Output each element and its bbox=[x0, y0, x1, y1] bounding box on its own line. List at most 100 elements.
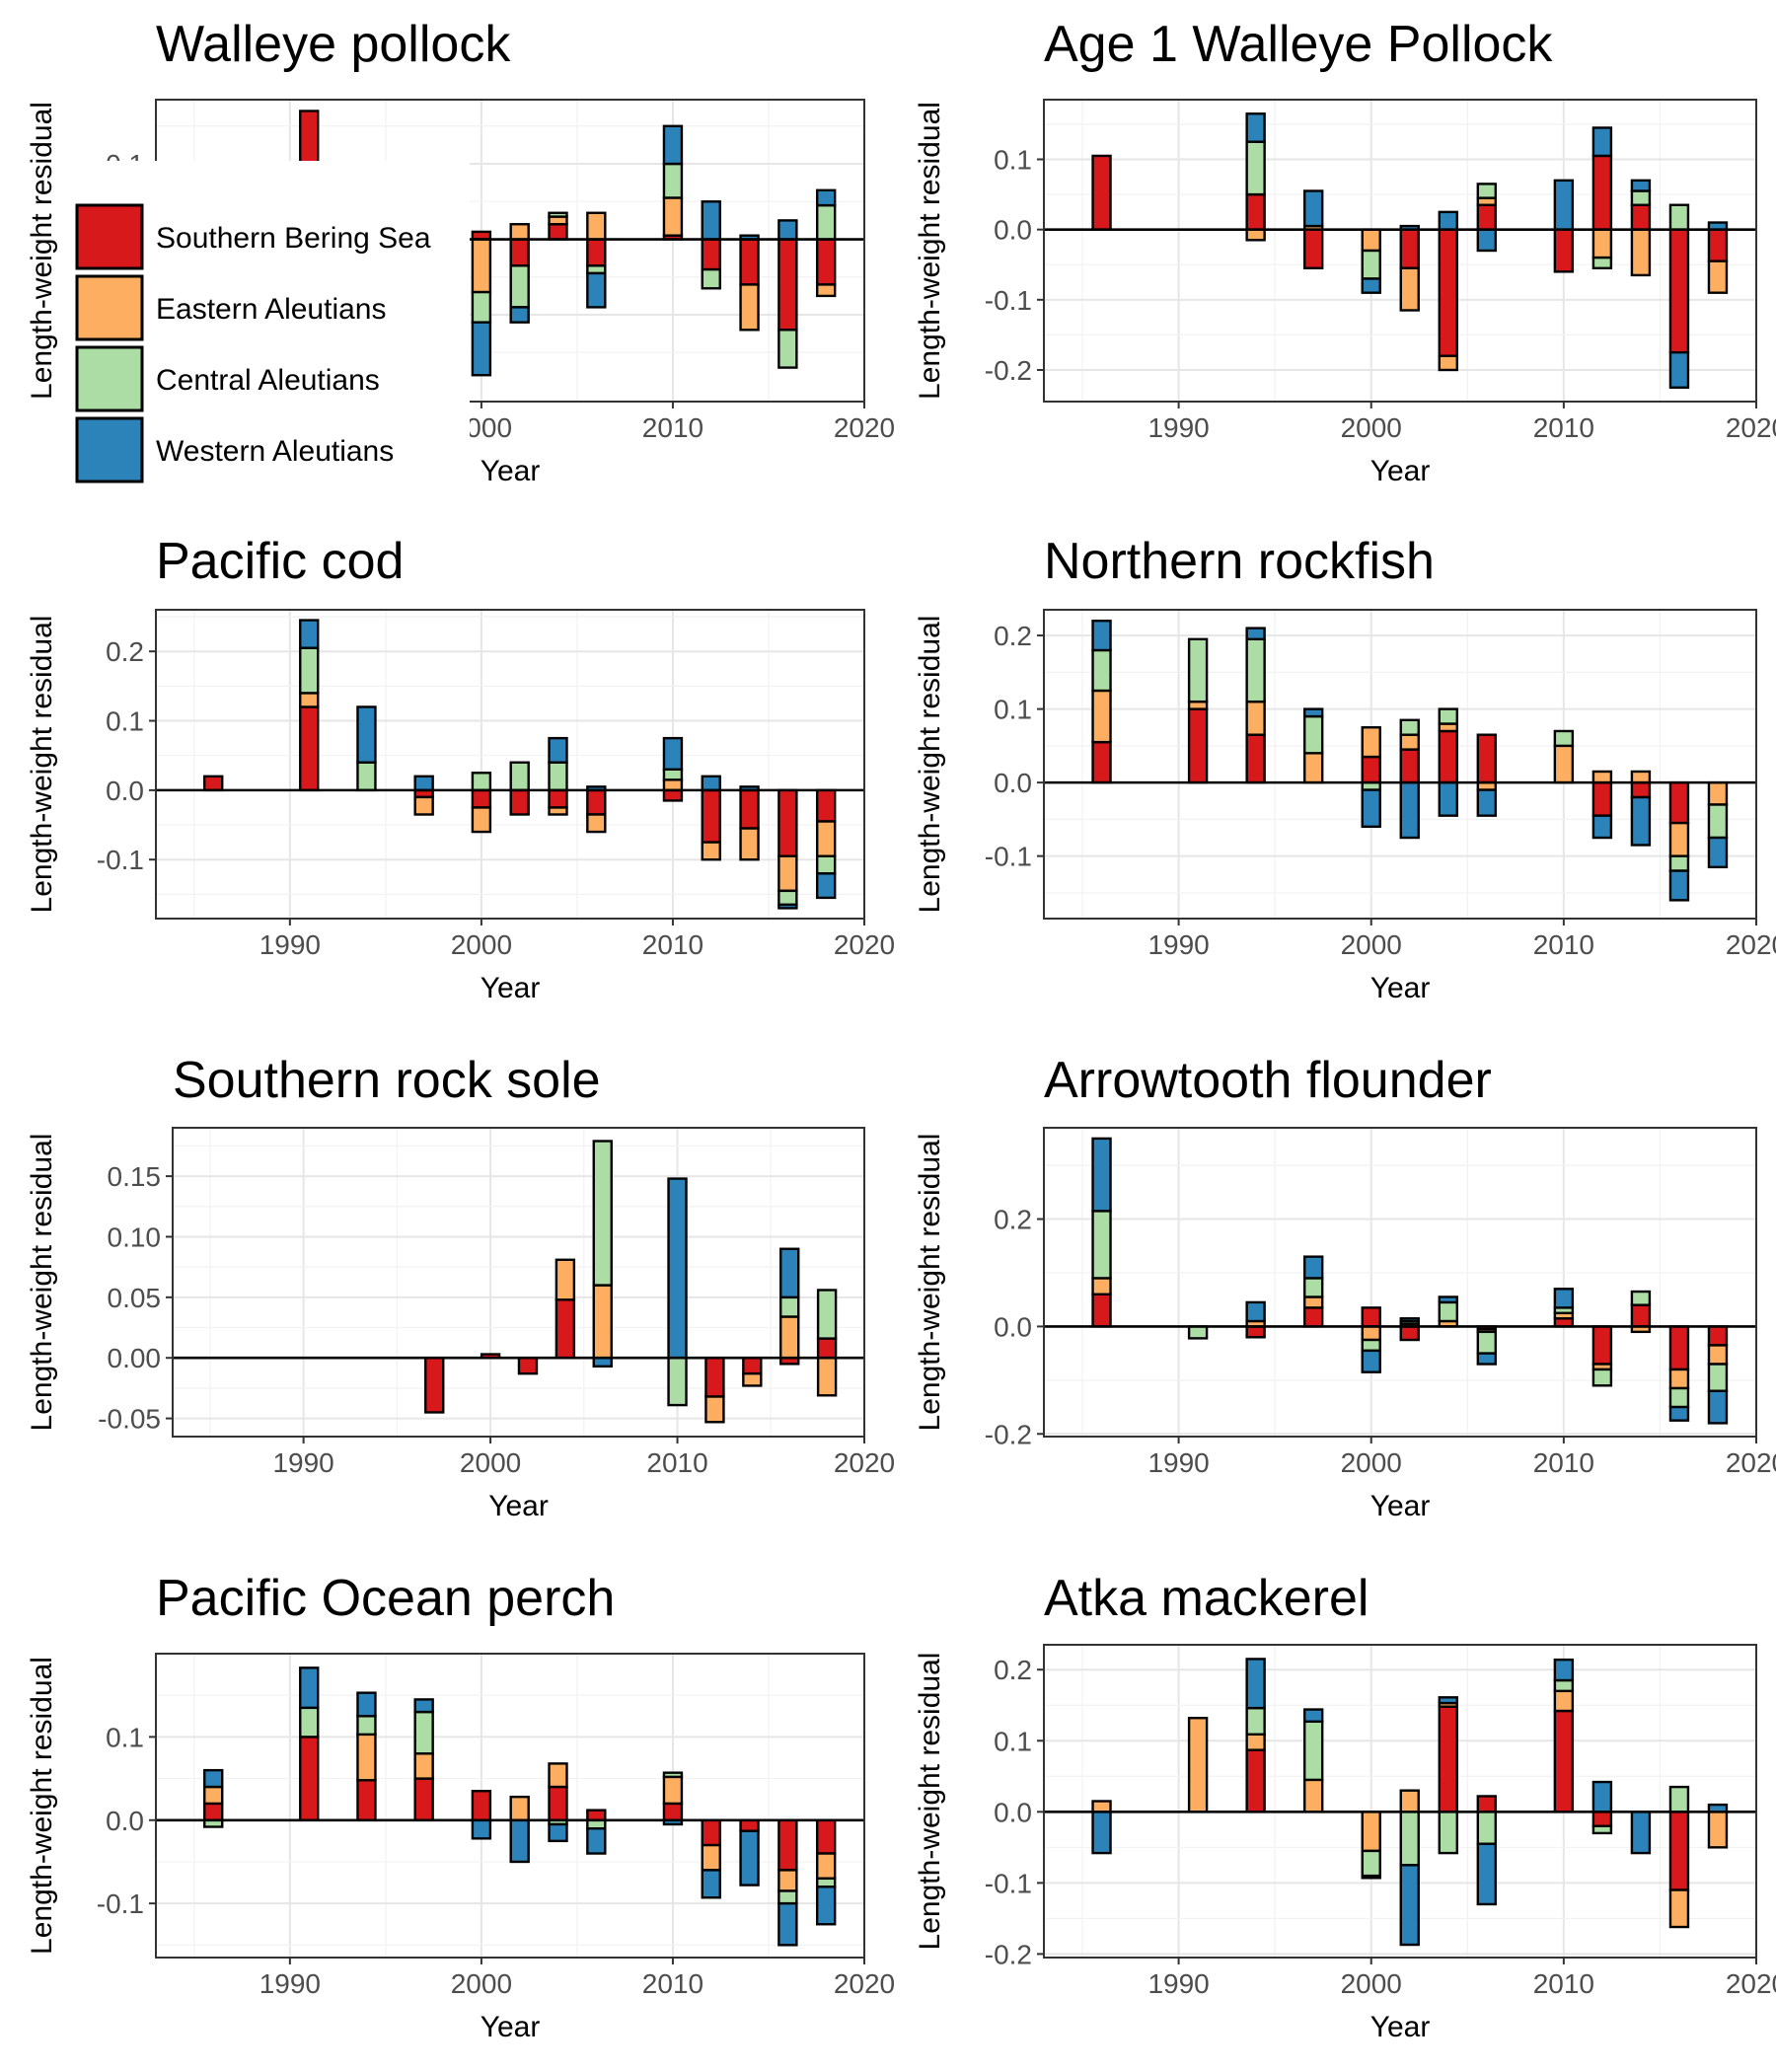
panel-border bbox=[155, 609, 865, 920]
bar-1994-southern-bering-sea bbox=[1245, 1325, 1266, 1339]
bar-1997-western-aleutians bbox=[1302, 707, 1324, 718]
bar-1991-western-aleutians bbox=[299, 1666, 320, 1710]
bar-2000-eastern-aleutians bbox=[1361, 1325, 1381, 1342]
bar-2006-eastern-aleutians bbox=[586, 211, 607, 241]
bar-1994-southern-bering-sea bbox=[1245, 1748, 1266, 1813]
bar-2004-eastern-aleutians bbox=[555, 1258, 576, 1301]
bar-2002-southern-bering-sea bbox=[1399, 228, 1420, 269]
bar-2012-western-aleutians bbox=[701, 775, 721, 792]
bar-1997-eastern-aleutians bbox=[1302, 752, 1324, 784]
bar-2012-southern-bering-sea bbox=[701, 1818, 721, 1847]
bar-2000-southern-bering-sea bbox=[1361, 1306, 1381, 1328]
y-tick-label: 0.2 bbox=[994, 1655, 1032, 1685]
bar-2002-western-aleutians bbox=[509, 1818, 530, 1864]
bar-2000-central-aleutians bbox=[1361, 1338, 1381, 1353]
bar-1986-eastern-aleutians bbox=[1091, 689, 1112, 744]
x-tick-label: 2020 bbox=[834, 929, 895, 960]
y-tick-label: -0.2 bbox=[985, 1939, 1032, 1969]
bar-2006-western-aleutians bbox=[586, 1827, 607, 1855]
x-tick-label: 2020 bbox=[834, 412, 895, 443]
panel-border bbox=[172, 1127, 865, 1438]
bar-2006-western-aleutians bbox=[586, 271, 607, 309]
bar-2014-eastern-aleutians bbox=[742, 1371, 763, 1387]
bar-2012-southern-bering-sea bbox=[701, 238, 721, 271]
x-tick-label: 2010 bbox=[642, 1968, 703, 1999]
bar-2006-southern-bering-sea bbox=[1476, 1795, 1498, 1813]
bar-2018-central-aleutians bbox=[815, 1877, 837, 1888]
bar-1994-eastern-aleutians bbox=[356, 1733, 377, 1782]
x-tick-label: 2020 bbox=[1726, 412, 1776, 443]
bar-1997-western-aleutians bbox=[1302, 1255, 1324, 1280]
bar-2012-central-aleutians bbox=[1591, 1368, 1613, 1387]
bar-2010-central-aleutians bbox=[662, 768, 684, 781]
y-tick-label: 0.05 bbox=[108, 1283, 162, 1313]
plot-background bbox=[173, 1128, 864, 1437]
bar-2010-western-aleutians bbox=[667, 1177, 688, 1360]
bar-2010-eastern-aleutians bbox=[1553, 1689, 1575, 1713]
y-tick-label: 0.2 bbox=[106, 636, 144, 667]
bar-2012-eastern-aleutians bbox=[1591, 228, 1613, 259]
bar-1986-southern-bering-sea bbox=[1091, 1293, 1112, 1328]
bar-1991-western-aleutians bbox=[299, 619, 320, 649]
y-axis-label: Length-weight residual bbox=[26, 616, 58, 914]
bar-2018-southern-bering-sea bbox=[1707, 228, 1729, 262]
bar-2000-western-aleutians bbox=[471, 321, 492, 377]
bar-1997-eastern-aleutians bbox=[413, 795, 434, 816]
bar-2012-eastern-aleutians bbox=[1591, 770, 1613, 784]
bar-1997-central-aleutians bbox=[1302, 714, 1324, 755]
bar-2018-eastern-aleutians bbox=[816, 1357, 838, 1397]
legend-key-eastern-aleutians bbox=[75, 274, 144, 341]
y-tick-label: -0.2 bbox=[985, 1419, 1032, 1449]
bar-2016-southern-bering-sea bbox=[777, 238, 798, 332]
bar-2002-southern-bering-sea bbox=[1399, 748, 1420, 784]
bar-2010-central-aleutians bbox=[662, 162, 684, 199]
bar-2016-eastern-aleutians bbox=[1668, 1888, 1690, 1929]
bar-1994-southern-bering-sea bbox=[356, 1779, 377, 1821]
bar-2004-central-aleutians bbox=[548, 761, 568, 792]
x-tick-label: 2000 bbox=[451, 1968, 512, 1999]
legend-key-central-aleutians bbox=[75, 345, 144, 412]
bar-2010-central-aleutians bbox=[1553, 729, 1575, 748]
bar-1986-eastern-aleutians bbox=[1091, 1277, 1112, 1295]
bar-2006-southern-bering-sea bbox=[586, 238, 607, 267]
bar-2000-western-aleutians bbox=[1361, 1874, 1381, 1880]
bar-2016-southern-bering-sea bbox=[777, 1818, 798, 1872]
bar-2018-central-aleutians bbox=[1707, 1363, 1729, 1392]
bar-2018-central-aleutians bbox=[816, 1289, 838, 1340]
bar-1991-southern-bering-sea bbox=[299, 1736, 320, 1821]
bar-2010-southern-bering-sea bbox=[662, 1802, 684, 1821]
bar-1991-southern-bering-sea bbox=[299, 705, 320, 792]
x-tick-label: 2020 bbox=[1726, 1447, 1776, 1478]
bar-2018-eastern-aleutians bbox=[1707, 780, 1729, 806]
x-tick-label: 2010 bbox=[642, 929, 703, 960]
bars bbox=[424, 1140, 838, 1424]
bar-2016-eastern-aleutians bbox=[1668, 821, 1690, 857]
bar-2002-southern-bering-sea bbox=[1399, 1325, 1420, 1342]
bar-2004-central-aleutians bbox=[1438, 1300, 1458, 1323]
x-tick-label: 2000 bbox=[1341, 929, 1402, 960]
legend-label-western-aleutians: Western Aleutians bbox=[156, 435, 394, 468]
bar-1991-central-aleutians bbox=[1187, 637, 1209, 703]
panel-border bbox=[1043, 99, 1757, 403]
bar-2000-southern-bering-sea bbox=[471, 788, 492, 809]
x-tick-label: 2020 bbox=[834, 1968, 895, 1999]
bar-2012-eastern-aleutians bbox=[704, 1395, 725, 1424]
panel-title: Age 1 Walleye Pollock bbox=[1044, 16, 1553, 73]
bar-2012-southern-bering-sea bbox=[704, 1357, 725, 1398]
bar-2018-eastern-aleutians bbox=[815, 820, 837, 857]
bar-2004-central-aleutians bbox=[1438, 707, 1458, 725]
x-tick-label: 2000 bbox=[451, 929, 512, 960]
bar-2000-western-aleutians bbox=[471, 1818, 492, 1840]
bar-2012-western-aleutians bbox=[1591, 126, 1613, 158]
legend-key-southern-bering-sea bbox=[75, 203, 144, 270]
bar-1991-eastern-aleutians bbox=[299, 692, 320, 708]
x-tick-label: 2000 bbox=[460, 1447, 521, 1478]
bar-2000-eastern-aleutians bbox=[471, 238, 492, 294]
y-tick-label: 0.0 bbox=[994, 1797, 1032, 1827]
bar-2002-central-aleutians bbox=[1399, 1811, 1420, 1867]
bar-2004-southern-bering-sea bbox=[548, 223, 568, 241]
x-axis-label: Year bbox=[481, 2011, 541, 2043]
bar-2016-western-aleutians bbox=[777, 1901, 798, 1947]
y-axis-label: Length-weight residual bbox=[26, 1134, 58, 1432]
